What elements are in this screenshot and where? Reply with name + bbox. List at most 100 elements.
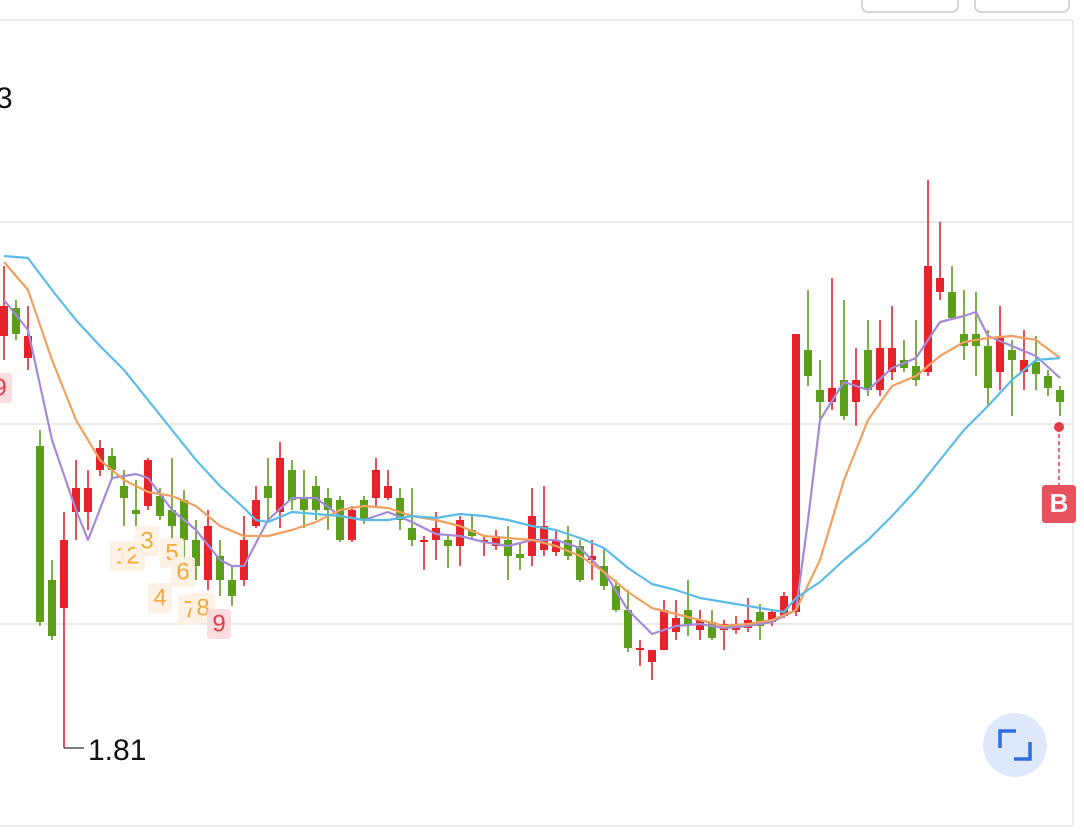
- candle-body: [503, 540, 512, 556]
- candle-body: [371, 470, 380, 498]
- candle-body: [887, 348, 896, 372]
- candle-body: [803, 350, 812, 376]
- candle-body: [923, 266, 932, 372]
- candle-body: [647, 650, 656, 662]
- candle-body: [911, 366, 920, 380]
- candle-body: [959, 334, 968, 346]
- candle-body: [383, 486, 392, 498]
- td-label-bg: [148, 583, 172, 613]
- candle-body: [239, 540, 248, 580]
- candle-body: [611, 586, 620, 610]
- td-label: 6: [176, 558, 189, 585]
- candle-body: [467, 530, 476, 536]
- top-button[interactable]: [861, 0, 959, 13]
- td-badge-bg: [207, 609, 231, 639]
- candle-body: [875, 348, 884, 390]
- candle-body: [755, 612, 764, 626]
- candle-body: [11, 308, 20, 334]
- candle-body: [623, 610, 632, 648]
- candle-body: [587, 556, 596, 560]
- candle-body: [251, 500, 260, 526]
- candle-body: [167, 510, 176, 526]
- corner-label: 3: [0, 82, 13, 115]
- candle-body: [863, 350, 872, 390]
- moving-average-line: [3, 254, 1061, 614]
- candle-body: [791, 334, 800, 612]
- candle-body: [323, 498, 332, 510]
- candle-body: [1007, 350, 1016, 360]
- candle-body: [407, 528, 416, 540]
- candle-body: [143, 460, 152, 506]
- zoom-button-bg[interactable]: [983, 713, 1047, 777]
- candle-body: [203, 526, 212, 580]
- candle-body: [191, 540, 200, 566]
- candle-body: [995, 336, 1004, 372]
- candle-body: [119, 486, 128, 498]
- td-label: 8: [196, 594, 209, 621]
- top-button[interactable]: [974, 0, 1070, 13]
- candle-body: [35, 446, 44, 622]
- td-label: 9: [0, 374, 7, 401]
- candle-body: [635, 648, 644, 650]
- candle-body: [1031, 362, 1040, 374]
- candle-body: [767, 612, 776, 622]
- zoom-button[interactable]: [983, 713, 1047, 777]
- candle-body: [575, 546, 584, 580]
- candle-body: [263, 486, 272, 498]
- candle-body: [299, 498, 308, 510]
- moving-average-line: [3, 299, 1061, 636]
- candle-body: [779, 596, 788, 616]
- candle-body: [275, 458, 284, 512]
- signal-badge: [1041, 485, 1076, 523]
- candle-body: [935, 278, 944, 292]
- candle-body: [1055, 390, 1064, 402]
- candle-body: [71, 488, 80, 512]
- candle-body: [443, 540, 452, 546]
- candle-body: [0, 306, 8, 336]
- td-badge-bg: [0, 373, 12, 403]
- candle-body: [827, 388, 836, 402]
- plot: 1.819123456789B: [0, 180, 1076, 767]
- candle-body: [347, 510, 356, 540]
- candle-body: [47, 580, 56, 636]
- candle-body: [815, 390, 824, 402]
- candle-body: [539, 526, 548, 550]
- candle-body: [1043, 376, 1052, 388]
- candle-body: [983, 346, 992, 388]
- candle-body: [455, 520, 464, 546]
- low-label: 1.81: [88, 734, 146, 767]
- candle-body: [131, 510, 140, 514]
- candle-body: [155, 496, 164, 516]
- candle-body: [23, 336, 32, 358]
- candle-body: [419, 540, 428, 542]
- candle-body: [515, 554, 524, 558]
- candle-body: [563, 540, 572, 556]
- candle-body: [335, 500, 344, 540]
- zoom-icon[interactable]: [998, 729, 1032, 761]
- candle-body: [851, 380, 860, 402]
- candle-body: [287, 470, 296, 500]
- candle-body: [59, 540, 68, 608]
- candle-body: [107, 456, 116, 470]
- candle-body: [395, 498, 404, 520]
- candle-body: [839, 380, 848, 416]
- candle-body: [227, 580, 236, 596]
- signal-label: B: [1050, 488, 1069, 518]
- candle-body: [83, 488, 92, 512]
- moving-average-line: [3, 261, 1061, 628]
- candle-body: [491, 536, 500, 546]
- td-label-bg: [135, 526, 159, 556]
- td-label: 3: [140, 527, 153, 554]
- td-label: 4: [153, 584, 166, 611]
- candle-body: [707, 622, 716, 638]
- candle-body: [527, 516, 536, 556]
- candle-body: [947, 292, 956, 318]
- candle-body: [359, 500, 368, 520]
- candle-body: [599, 566, 608, 586]
- td-label-bg: [171, 557, 195, 587]
- td-label: 9: [212, 610, 225, 637]
- candle-body: [1019, 360, 1028, 372]
- candle-body: [215, 556, 224, 580]
